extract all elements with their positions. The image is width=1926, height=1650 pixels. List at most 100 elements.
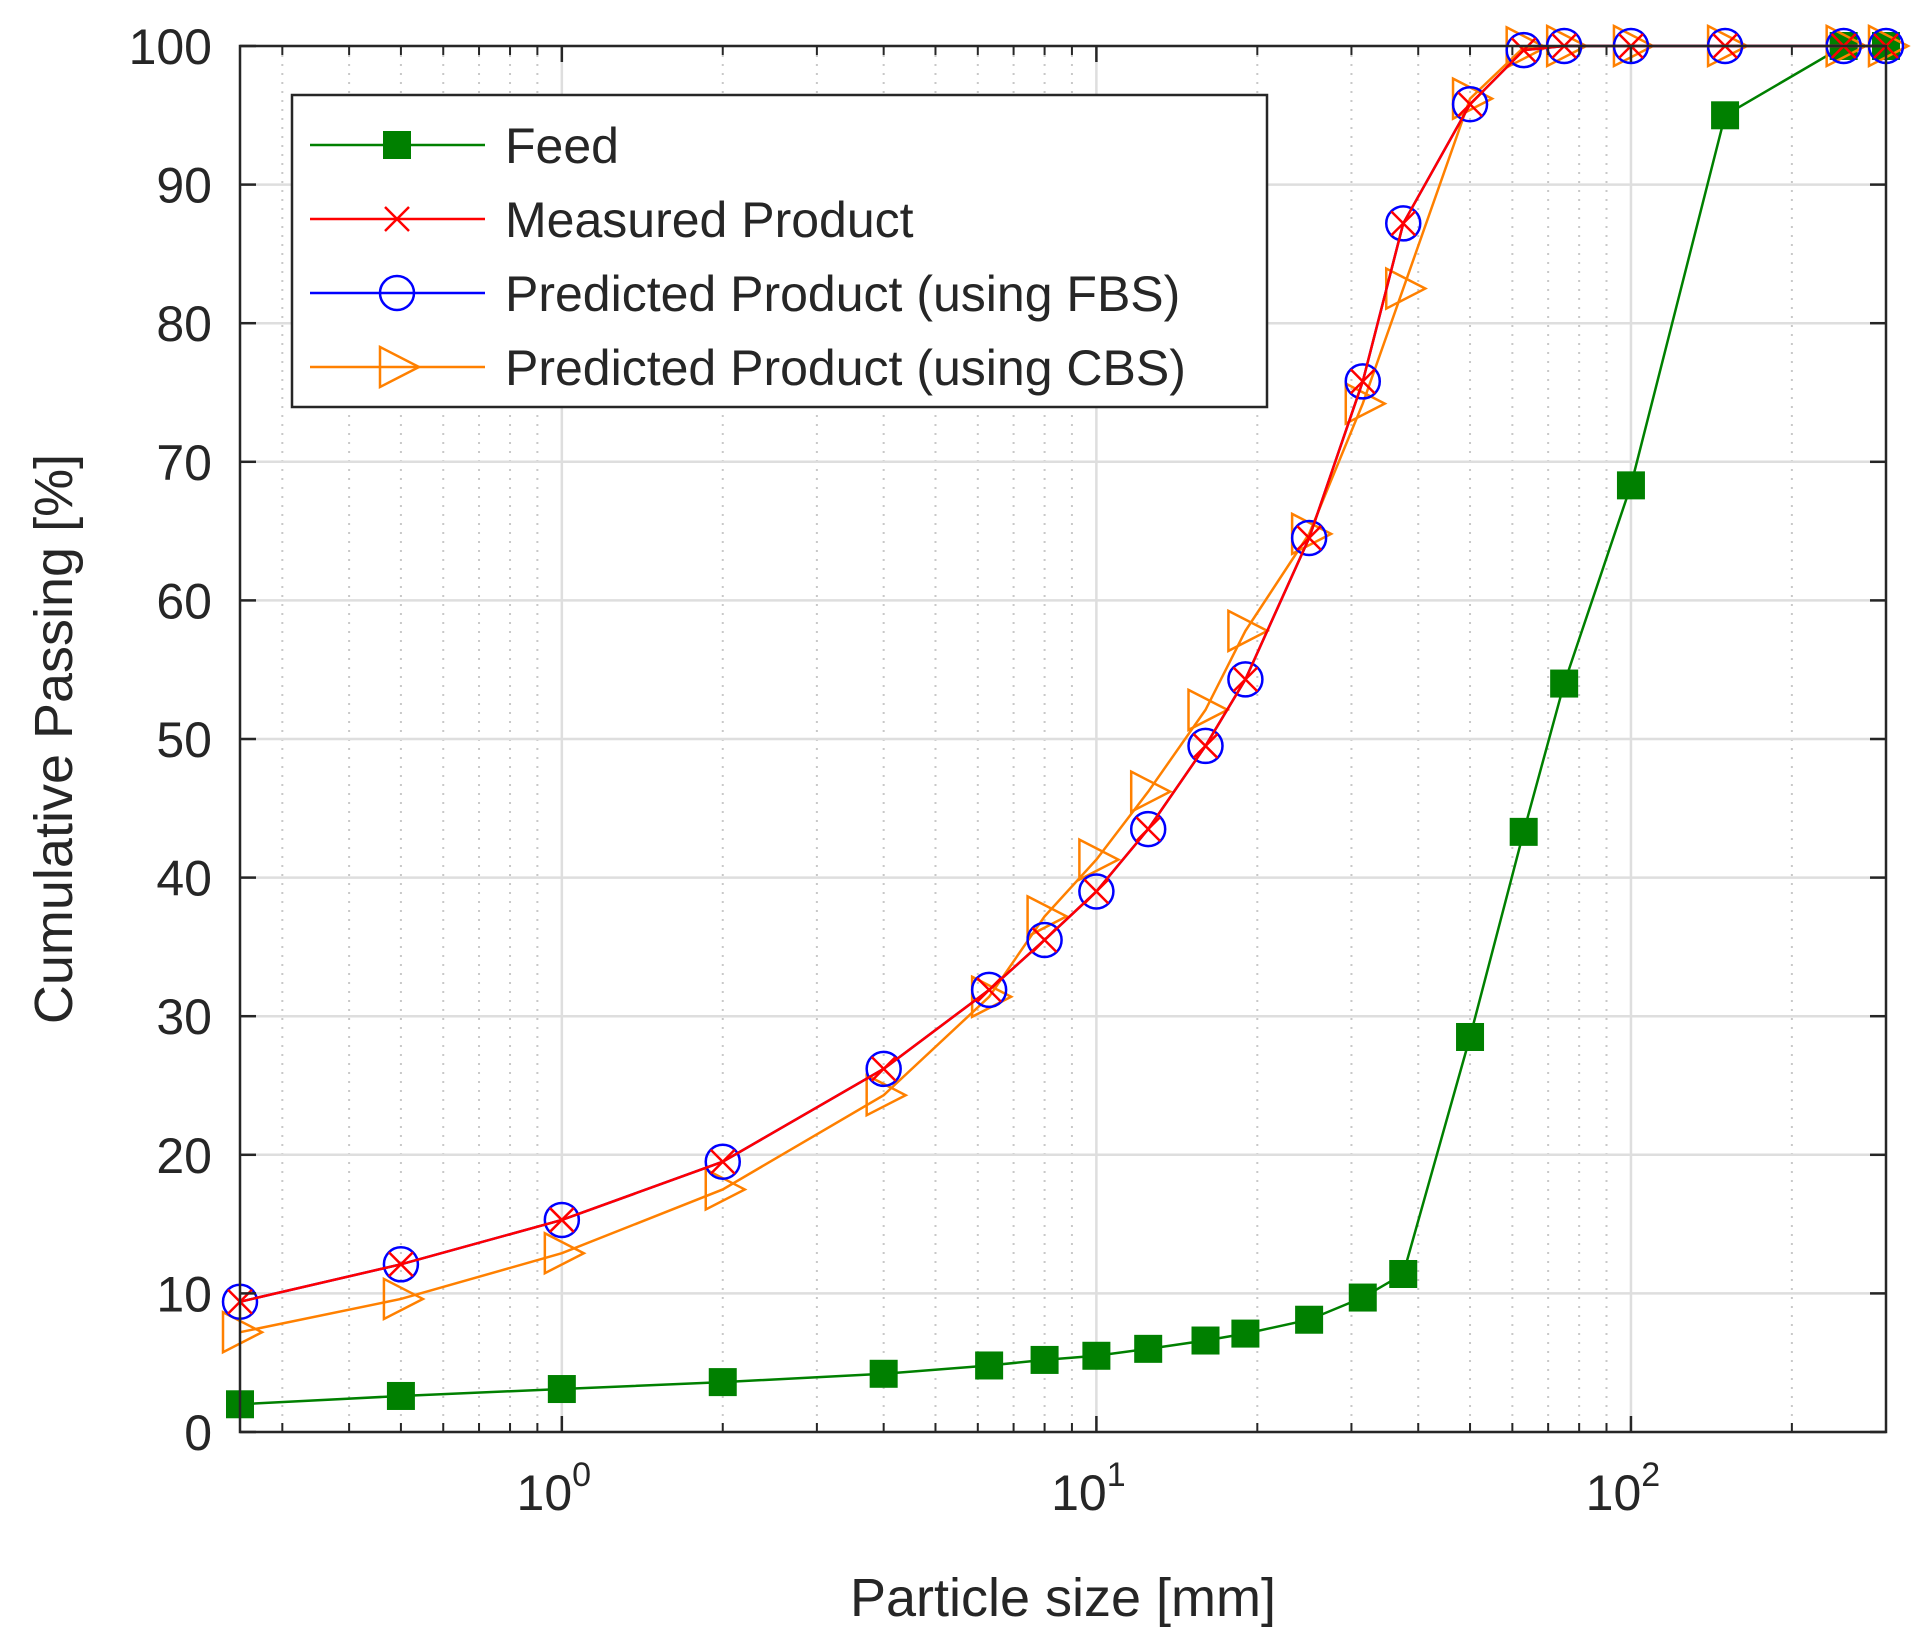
data-point-triangle <box>1129 769 1173 814</box>
data-point-x <box>1390 210 1417 237</box>
x-tick-label: 100 <box>517 1456 592 1521</box>
data-point-triangle <box>1078 837 1122 882</box>
x-tick-label-base: 10 <box>517 1465 573 1521</box>
y-tick-label: 100 <box>129 19 212 75</box>
legend-label: Predicted Product (using FBS) <box>505 266 1180 322</box>
data-point-triangle <box>1026 894 1070 939</box>
x-stroke <box>384 206 410 232</box>
y-tick-label: 60 <box>156 573 212 629</box>
data-point-circle <box>1505 31 1542 69</box>
data-point-square <box>975 1351 1004 1380</box>
y-tick-label: 20 <box>156 1128 212 1184</box>
data-point-circle <box>970 971 1008 1009</box>
x-stroke <box>1031 927 1058 953</box>
data-point-square <box>383 131 411 159</box>
x-stroke <box>1349 368 1376 395</box>
data-point-circle <box>378 274 416 312</box>
y-tick-label: 0 <box>184 1405 212 1461</box>
x-stroke <box>1083 878 1110 905</box>
data-point-triangle <box>1227 608 1271 653</box>
data-point-x <box>1510 37 1537 64</box>
data-point-circle <box>1187 727 1224 765</box>
x-stroke <box>1135 816 1162 842</box>
data-point-square <box>386 1381 415 1410</box>
data-point-triangle <box>378 344 422 390</box>
data-point-circle <box>1290 519 1328 557</box>
y-tick-label: 30 <box>156 989 212 1045</box>
x-tick-label: 101 <box>1051 1456 1126 1521</box>
data-point-circle <box>382 1246 420 1283</box>
data-point-square <box>1082 1341 1111 1370</box>
y-tick-label: 80 <box>156 296 212 352</box>
legend: Feed Measured Product Predicted Product (u… <box>290 93 1269 409</box>
data-point-x <box>1296 525 1322 551</box>
legend-item: Measured Product <box>310 192 914 248</box>
data-point-x <box>709 1148 736 1175</box>
data-point-circle <box>1384 205 1422 242</box>
data-point-x <box>388 1251 414 1278</box>
legend-box <box>290 93 1269 409</box>
data-point-square <box>1456 1022 1485 1051</box>
x-stroke <box>1232 666 1259 693</box>
data-point-square <box>1509 817 1538 846</box>
legend-item: Feed <box>310 118 619 174</box>
data-point-square <box>1030 1345 1059 1374</box>
data-point-circle <box>1451 85 1489 123</box>
data-point-triangle <box>1187 687 1231 732</box>
data-point-square <box>1191 1326 1220 1355</box>
data-point-square <box>869 1359 898 1388</box>
x-stroke <box>1457 91 1483 118</box>
x-stroke <box>1510 37 1537 64</box>
data-point-square <box>1711 101 1740 130</box>
legend-label: Measured Product <box>505 192 914 248</box>
data-point-triangle <box>221 1310 265 1355</box>
data-point-x <box>1135 816 1162 842</box>
x-tick-label-exponent: 0 <box>572 1456 591 1494</box>
data-point-x <box>870 1055 897 1082</box>
data-point-triangle <box>1344 381 1388 426</box>
y-tick-label: 90 <box>156 158 212 214</box>
data-point-x <box>1232 666 1259 693</box>
data-point-circle <box>1026 921 1063 959</box>
data-point-circle <box>865 1050 902 1088</box>
data-point-circle <box>1227 661 1264 698</box>
data-point-x <box>976 976 1003 1003</box>
data-point-x <box>1349 368 1376 395</box>
y-axis-label: Cumulative Passing [%] <box>24 454 84 1024</box>
data-point-triangle <box>543 1231 587 1276</box>
data-point-x <box>384 206 410 232</box>
data-point-square <box>547 1375 576 1404</box>
x-stroke <box>1296 525 1322 551</box>
x-tick-label-base: 10 <box>1051 1465 1107 1521</box>
data-point-circle <box>1078 873 1115 910</box>
data-point-circle <box>1344 363 1382 400</box>
x-axis-label: Particle size [mm] <box>850 1568 1276 1628</box>
data-point-circle <box>704 1143 742 1180</box>
data-point-x <box>548 1207 575 1233</box>
x-tick-label-exponent: 2 <box>1641 1456 1660 1494</box>
data-point-circle <box>543 1201 581 1239</box>
x-stroke <box>1192 733 1219 759</box>
y-tick-label: 70 <box>156 435 212 491</box>
data-point-x <box>1031 927 1058 953</box>
x-stroke <box>709 1148 736 1175</box>
data-point-x <box>1457 91 1483 118</box>
x-tick-label-exponent: 1 <box>1107 1456 1126 1494</box>
data-point-square <box>1134 1334 1163 1363</box>
y-tick-label: 10 <box>156 1266 212 1322</box>
x-tick-label: 102 <box>1586 1456 1661 1521</box>
x-stroke <box>976 976 1003 1003</box>
data-point-square <box>1231 1319 1260 1348</box>
legend-item: Predicted Product (using FBS) <box>310 266 1180 322</box>
legend-label: Feed <box>505 118 619 174</box>
x-stroke <box>548 1207 575 1233</box>
data-point-square <box>708 1368 737 1397</box>
x-stroke <box>388 1251 414 1278</box>
y-tick-label: 50 <box>156 712 212 768</box>
y-tick-label: 40 <box>156 851 212 907</box>
data-point-triangle <box>382 1276 426 1321</box>
data-point-square <box>1348 1283 1377 1312</box>
x-tick-label-base: 10 <box>1586 1465 1642 1521</box>
x-stroke <box>870 1055 897 1082</box>
